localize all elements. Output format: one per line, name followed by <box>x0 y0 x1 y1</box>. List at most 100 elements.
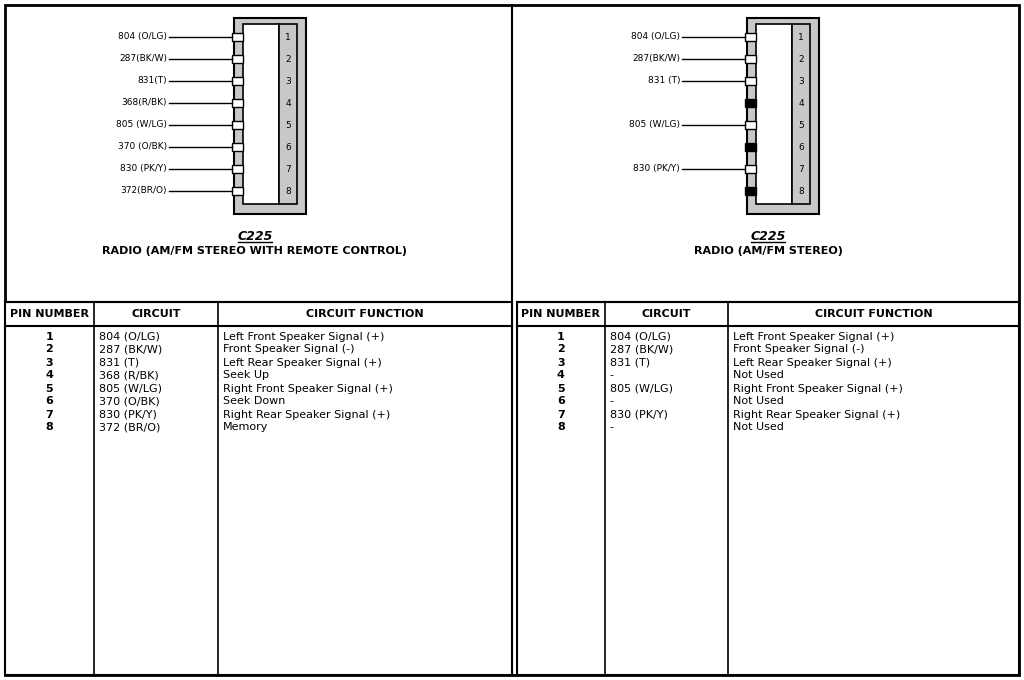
Text: 1: 1 <box>557 332 565 341</box>
Text: Right Rear Speaker Signal (+): Right Rear Speaker Signal (+) <box>733 409 900 420</box>
Text: 7: 7 <box>557 409 565 420</box>
Text: 372 (BR/O): 372 (BR/O) <box>98 422 160 432</box>
Text: 831 (T): 831 (T) <box>647 77 680 86</box>
Text: 2: 2 <box>45 345 53 354</box>
Bar <box>792 24 810 204</box>
Text: CIRCUIT: CIRCUIT <box>131 309 180 319</box>
Text: Right Front Speaker Signal (+): Right Front Speaker Signal (+) <box>733 384 903 394</box>
Bar <box>232 99 243 107</box>
Bar <box>517 302 1019 675</box>
Bar <box>243 24 279 204</box>
Text: RADIO (AM/FM STEREO WITH REMOTE CONTROL): RADIO (AM/FM STEREO WITH REMOTE CONTROL) <box>102 246 408 256</box>
Text: 830 (PK/Y): 830 (PK/Y) <box>98 409 157 420</box>
Text: 831 (T): 831 (T) <box>98 358 139 367</box>
Text: 372(BR/O): 372(BR/O) <box>121 186 167 196</box>
Text: Front Speaker Signal (-): Front Speaker Signal (-) <box>733 345 864 354</box>
Bar <box>232 55 243 63</box>
Bar <box>745 77 756 85</box>
Bar <box>232 77 243 85</box>
Text: 6: 6 <box>798 143 804 152</box>
Text: 2: 2 <box>557 345 565 354</box>
Bar <box>232 143 243 151</box>
Text: 287 (BK/W): 287 (BK/W) <box>98 345 162 354</box>
Text: 804 (O/LG): 804 (O/LG) <box>631 33 680 41</box>
Text: Not Used: Not Used <box>733 422 783 432</box>
Text: Left Front Speaker Signal (+): Left Front Speaker Signal (+) <box>223 332 384 341</box>
Text: 830 (PK/Y): 830 (PK/Y) <box>610 409 668 420</box>
Text: Left Front Speaker Signal (+): Left Front Speaker Signal (+) <box>733 332 894 341</box>
Text: 5: 5 <box>285 120 291 129</box>
Bar <box>232 121 243 129</box>
Text: 4: 4 <box>557 371 565 381</box>
Text: 805 (W/LG): 805 (W/LG) <box>629 120 680 129</box>
Text: 831 (T): 831 (T) <box>610 358 650 367</box>
Text: Seek Up: Seek Up <box>223 371 269 381</box>
Text: 6: 6 <box>557 396 565 407</box>
Bar <box>745 165 756 173</box>
Text: 804 (O/LG): 804 (O/LG) <box>98 332 160 341</box>
Text: 7: 7 <box>798 165 804 173</box>
Text: Right Rear Speaker Signal (+): Right Rear Speaker Signal (+) <box>223 409 390 420</box>
Text: 287(BK/W): 287(BK/W) <box>119 54 167 63</box>
Text: 8: 8 <box>285 186 291 196</box>
Text: C225: C225 <box>238 230 272 243</box>
Text: 1: 1 <box>45 332 53 341</box>
Bar <box>279 24 297 204</box>
Text: 805 (W/LG): 805 (W/LG) <box>98 384 162 394</box>
Text: 2: 2 <box>286 54 291 63</box>
Text: -: - <box>610 371 613 381</box>
Text: Seek Down: Seek Down <box>223 396 286 407</box>
Text: C225: C225 <box>751 230 785 243</box>
Text: 7: 7 <box>285 165 291 173</box>
Text: 804 (O/LG): 804 (O/LG) <box>118 33 167 41</box>
Text: 7: 7 <box>45 409 53 420</box>
Bar <box>745 143 756 151</box>
Text: Left Rear Speaker Signal (+): Left Rear Speaker Signal (+) <box>733 358 892 367</box>
Text: 4: 4 <box>45 371 53 381</box>
Text: 6: 6 <box>285 143 291 152</box>
Text: 368 (R/BK): 368 (R/BK) <box>98 371 159 381</box>
Text: 3: 3 <box>45 358 53 367</box>
Text: 8: 8 <box>798 186 804 196</box>
Text: 805 (W/LG): 805 (W/LG) <box>610 384 673 394</box>
Text: PIN NUMBER: PIN NUMBER <box>10 309 89 319</box>
Text: Memory: Memory <box>223 422 268 432</box>
Text: 4: 4 <box>798 99 804 107</box>
Text: 3: 3 <box>285 77 291 86</box>
Text: 6: 6 <box>45 396 53 407</box>
Text: 287(BK/W): 287(BK/W) <box>632 54 680 63</box>
Bar <box>756 24 792 204</box>
Text: -: - <box>610 396 613 407</box>
Text: 368(R/BK): 368(R/BK) <box>122 99 167 107</box>
Text: 370 (O/BK): 370 (O/BK) <box>118 143 167 152</box>
Text: Right Front Speaker Signal (+): Right Front Speaker Signal (+) <box>223 384 393 394</box>
Bar <box>232 33 243 41</box>
Text: 2: 2 <box>798 54 804 63</box>
Text: 8: 8 <box>557 422 565 432</box>
Bar <box>746 18 819 214</box>
Text: RADIO (AM/FM STEREO): RADIO (AM/FM STEREO) <box>693 246 843 256</box>
Bar <box>745 99 756 107</box>
Text: 830 (PK/Y): 830 (PK/Y) <box>120 165 167 173</box>
Bar <box>745 33 756 41</box>
Text: PIN NUMBER: PIN NUMBER <box>521 309 600 319</box>
Text: 831(T): 831(T) <box>137 77 167 86</box>
Text: 370 (O/BK): 370 (O/BK) <box>98 396 160 407</box>
Text: 5: 5 <box>798 120 804 129</box>
Bar <box>232 187 243 195</box>
Text: CIRCUIT FUNCTION: CIRCUIT FUNCTION <box>306 309 424 319</box>
Bar <box>5 302 512 675</box>
Text: Front Speaker Signal (-): Front Speaker Signal (-) <box>223 345 354 354</box>
Text: 287 (BK/W): 287 (BK/W) <box>610 345 673 354</box>
Text: Not Used: Not Used <box>733 371 783 381</box>
Bar <box>745 55 756 63</box>
Bar <box>745 187 756 195</box>
Bar <box>232 165 243 173</box>
Text: 805 (W/LG): 805 (W/LG) <box>116 120 167 129</box>
Text: 8: 8 <box>45 422 53 432</box>
Text: 804 (O/LG): 804 (O/LG) <box>610 332 671 341</box>
Bar <box>745 121 756 129</box>
Text: 830 (PK/Y): 830 (PK/Y) <box>633 165 680 173</box>
Text: 5: 5 <box>557 384 565 394</box>
Text: 5: 5 <box>45 384 53 394</box>
